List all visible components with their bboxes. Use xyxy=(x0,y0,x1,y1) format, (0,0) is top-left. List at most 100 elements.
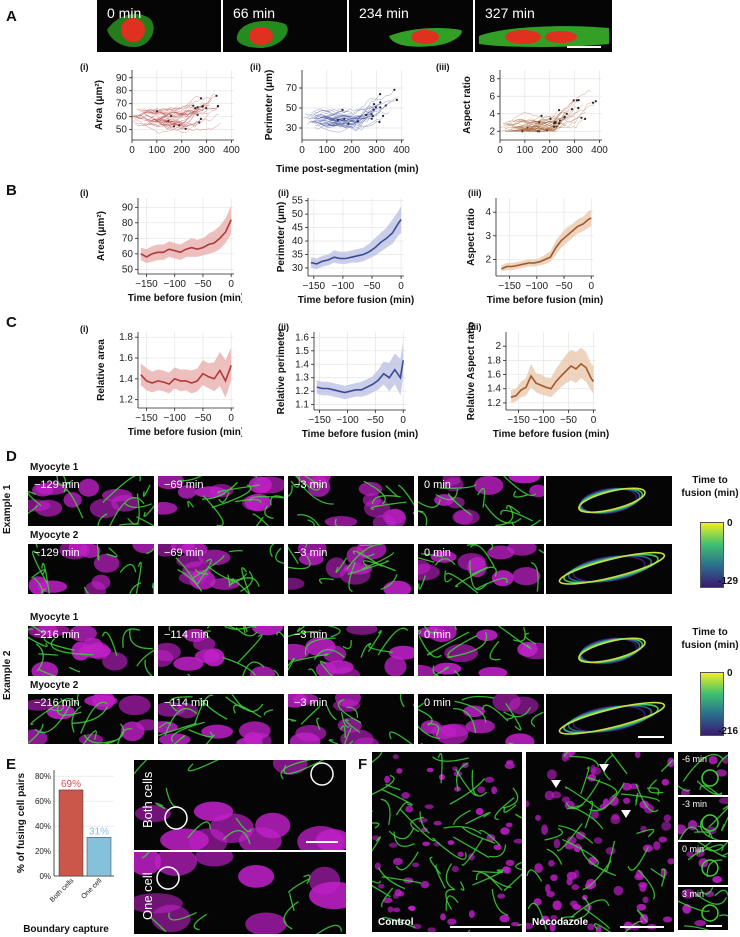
nucleus xyxy=(420,880,430,889)
membrane xyxy=(636,909,648,923)
x-tick-label: 100 xyxy=(319,145,336,156)
membrane xyxy=(385,485,398,497)
membrane xyxy=(432,756,470,762)
tissue-image xyxy=(678,797,728,840)
image-one-cell: One cell xyxy=(134,852,346,934)
frame-time: −216 min xyxy=(34,629,80,641)
membrane xyxy=(503,804,517,813)
nucleus xyxy=(505,859,515,867)
tissue-image xyxy=(134,852,346,934)
membrane xyxy=(395,851,419,871)
membrane xyxy=(109,497,145,526)
image-both-cells: Both cells xyxy=(134,760,346,850)
nucleus xyxy=(681,888,695,899)
nucleus xyxy=(533,898,542,906)
membrane xyxy=(173,735,185,744)
membrane xyxy=(283,760,325,775)
nucleus xyxy=(183,628,207,642)
membrane xyxy=(697,842,727,858)
y-tick-label: 70 xyxy=(122,233,134,244)
frame-time: 0 min xyxy=(682,844,705,854)
membrane xyxy=(135,561,142,594)
nucleus xyxy=(508,696,539,715)
bar-data-label: 31% xyxy=(89,826,109,837)
nucleus xyxy=(189,828,228,850)
membrane xyxy=(32,550,49,584)
nucleus xyxy=(508,476,541,484)
x-tick-label: 300 xyxy=(368,145,385,156)
membrane xyxy=(193,694,214,725)
membrane xyxy=(593,923,612,932)
nucleus xyxy=(447,918,457,925)
nucleus xyxy=(418,559,431,575)
nucleus xyxy=(517,641,538,657)
membrane xyxy=(636,828,655,838)
membrane xyxy=(340,712,351,728)
frame-time: −216 min xyxy=(34,697,80,709)
subpanel-label: (ii) xyxy=(278,322,289,332)
membrane xyxy=(359,544,373,547)
trajectory-group xyxy=(303,88,398,133)
trajectory-line xyxy=(527,102,594,132)
membrane xyxy=(418,575,427,590)
nucleus xyxy=(158,701,185,717)
colorbar-title: Time to fusion (min) xyxy=(681,627,739,651)
membrane xyxy=(459,881,465,891)
nucleus xyxy=(587,923,595,931)
nucleus xyxy=(297,826,344,850)
arrowhead-icon xyxy=(599,764,609,772)
membrane xyxy=(289,892,295,912)
nucleus xyxy=(354,737,380,744)
membrane xyxy=(589,782,625,812)
nucleus xyxy=(505,733,535,744)
y-tick-label: 35 xyxy=(292,249,304,260)
membrane xyxy=(225,696,245,710)
chart-perimeter-trajectories: 30 50 70 0 100 200 300 400 Perimeter (μm) xyxy=(264,70,410,156)
x-tick-label: 200 xyxy=(343,145,360,156)
snapshot-0min: 0 min xyxy=(97,0,221,52)
membrane xyxy=(488,844,507,858)
nucleus xyxy=(158,476,184,490)
membrane xyxy=(380,574,398,590)
nucleus xyxy=(420,720,442,734)
nucleus xyxy=(639,883,647,892)
membrane xyxy=(38,653,59,656)
membrane xyxy=(231,694,264,713)
membrane xyxy=(586,776,618,797)
membrane xyxy=(31,569,46,579)
x-tick-label: −50 xyxy=(367,415,384,426)
membrane xyxy=(33,577,43,594)
membrane xyxy=(465,811,491,825)
nucleus xyxy=(548,859,555,867)
y-tick-label: 40 xyxy=(292,236,304,247)
nucleus xyxy=(575,831,586,840)
nucleus xyxy=(440,913,446,921)
nucleus xyxy=(686,851,694,858)
nucleus xyxy=(595,925,602,932)
membrane xyxy=(224,626,238,631)
trajectory-line xyxy=(159,118,181,124)
colorbar xyxy=(700,672,724,736)
tissue-image xyxy=(288,476,414,526)
timelapse-frame: −129 min xyxy=(28,476,154,526)
nucleus xyxy=(388,645,414,660)
membrane xyxy=(151,582,154,594)
membrane xyxy=(313,649,345,660)
nucleus xyxy=(426,767,434,773)
y-tick-label: 50 xyxy=(122,264,134,275)
nucleus xyxy=(433,820,442,826)
nucleus xyxy=(639,914,649,925)
membrane xyxy=(300,706,321,725)
cell-outline xyxy=(572,555,646,583)
y-tick-label: 1.8 xyxy=(487,355,501,366)
colorbar-min: -129 xyxy=(718,576,739,587)
membrane xyxy=(694,831,711,837)
membrane xyxy=(506,505,521,514)
nucleus xyxy=(444,644,479,663)
membrane xyxy=(461,695,495,701)
y-tick-label: 50 xyxy=(116,125,128,136)
scale-bar xyxy=(567,46,601,48)
membrane xyxy=(77,694,80,701)
membrane xyxy=(582,860,612,891)
y-tick-label: 1.4 xyxy=(295,359,309,370)
